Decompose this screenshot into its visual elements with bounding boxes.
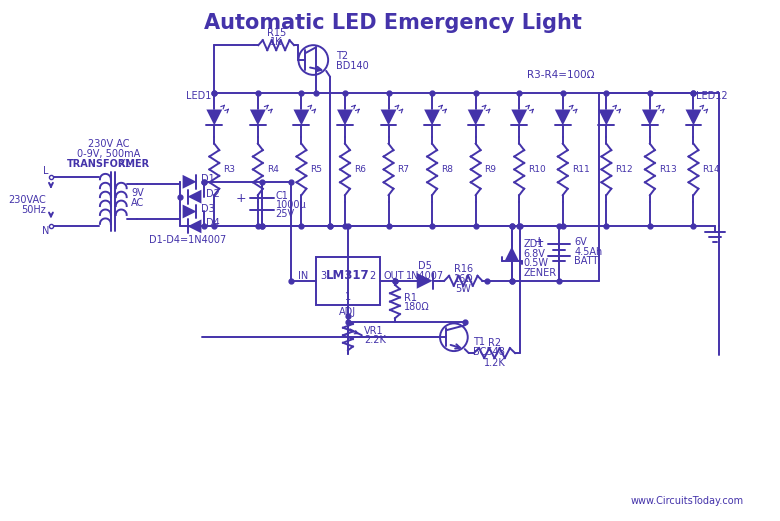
Text: T1: T1 (473, 337, 484, 347)
Text: D1-D4=1N4007: D1-D4=1N4007 (149, 235, 226, 245)
Text: 1000μ: 1000μ (275, 200, 307, 210)
Text: C1: C1 (275, 191, 289, 201)
Text: R16: R16 (454, 264, 473, 274)
Text: 0.5W: 0.5W (523, 258, 548, 268)
Text: BD140: BD140 (336, 61, 369, 71)
Text: D1: D1 (201, 174, 215, 184)
Bar (316, 257, 380, 305)
Text: 1: 1 (345, 292, 351, 302)
Text: L: L (44, 166, 49, 176)
Text: 1.2K: 1.2K (484, 358, 505, 368)
Text: 6.8V: 6.8V (523, 249, 545, 258)
Text: R14: R14 (702, 165, 720, 174)
Text: R9: R9 (484, 165, 497, 174)
Text: D2: D2 (207, 189, 220, 199)
Text: Automatic LED Emergency Light: Automatic LED Emergency Light (204, 14, 581, 33)
Polygon shape (642, 109, 658, 126)
Text: D4: D4 (207, 218, 220, 228)
Polygon shape (250, 109, 266, 126)
Polygon shape (417, 273, 433, 289)
Text: R5: R5 (310, 165, 322, 174)
Text: 9V: 9V (131, 188, 144, 197)
Text: 6V: 6V (574, 237, 587, 246)
Text: R1: R1 (404, 293, 417, 303)
Polygon shape (187, 219, 201, 233)
Text: +: + (236, 192, 246, 205)
Polygon shape (293, 109, 310, 126)
Text: X1: X1 (119, 159, 131, 169)
Text: BC548: BC548 (473, 347, 505, 357)
Text: VR1: VR1 (363, 326, 384, 336)
Text: 5W: 5W (456, 284, 471, 294)
Text: 25V: 25V (275, 209, 295, 219)
Text: ZENER: ZENER (523, 268, 557, 278)
Polygon shape (381, 109, 396, 126)
Polygon shape (512, 109, 527, 126)
Text: +: + (534, 235, 544, 248)
Text: IN: IN (298, 271, 308, 281)
Text: R12: R12 (615, 165, 633, 174)
Polygon shape (598, 109, 615, 126)
Text: N: N (41, 226, 49, 237)
Text: R7: R7 (398, 165, 410, 174)
Text: R2: R2 (488, 338, 501, 348)
Text: 2: 2 (369, 271, 375, 281)
Text: R8: R8 (441, 165, 453, 174)
Text: 0-9V, 500mA: 0-9V, 500mA (76, 149, 140, 159)
Text: R11: R11 (572, 165, 590, 174)
Text: OUT: OUT (383, 271, 404, 281)
Text: AC: AC (131, 197, 144, 207)
Text: 180Ω: 180Ω (404, 302, 430, 312)
Polygon shape (505, 246, 519, 260)
Polygon shape (187, 190, 201, 204)
Text: LM317: LM317 (326, 269, 370, 282)
Text: ADJ: ADJ (339, 307, 356, 317)
Text: TRANSFORMER: TRANSFORMER (67, 159, 150, 169)
Text: 230V AC: 230V AC (87, 139, 129, 149)
Polygon shape (424, 109, 440, 126)
Text: 1N4007: 1N4007 (406, 271, 444, 281)
Text: 230VAC: 230VAC (9, 195, 46, 205)
Text: 2.2K: 2.2K (363, 335, 385, 345)
Text: 3: 3 (321, 271, 327, 281)
Text: 1K: 1K (270, 37, 282, 47)
Text: R15: R15 (267, 28, 285, 38)
Text: T2: T2 (336, 51, 348, 61)
Polygon shape (337, 109, 353, 126)
Polygon shape (183, 205, 197, 218)
Text: ZD1: ZD1 (523, 239, 544, 249)
Polygon shape (468, 109, 484, 126)
Polygon shape (183, 175, 197, 189)
Text: D5: D5 (418, 261, 431, 271)
Polygon shape (686, 109, 701, 126)
Text: 16Ω: 16Ω (453, 274, 473, 284)
Text: LED1: LED1 (186, 91, 211, 101)
Text: BATT.: BATT. (574, 256, 601, 266)
Text: www.CircuitsToday.com: www.CircuitsToday.com (631, 495, 744, 505)
Text: 50Hz: 50Hz (21, 205, 46, 215)
Text: 4.5Ah: 4.5Ah (574, 246, 602, 256)
Text: R10: R10 (528, 165, 546, 174)
Polygon shape (555, 109, 571, 126)
Text: R4: R4 (267, 165, 278, 174)
Polygon shape (207, 109, 222, 126)
Text: R3: R3 (223, 165, 236, 174)
Text: R6: R6 (354, 165, 366, 174)
Text: D3: D3 (201, 204, 215, 214)
Text: LED12: LED12 (697, 91, 728, 101)
Text: R13: R13 (659, 165, 676, 174)
Text: R3-R4=100Ω: R3-R4=100Ω (527, 70, 594, 80)
